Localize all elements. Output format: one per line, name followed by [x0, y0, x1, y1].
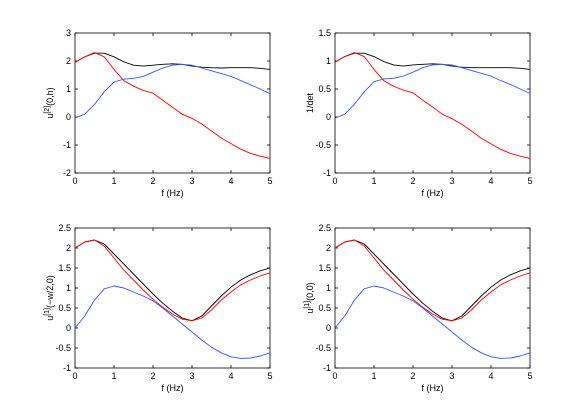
y-tick-label: -1: [323, 168, 331, 178]
chart-panel-3: 0 1 2 3 4 5 -1 -0.5 0 0.5 1 1.5 2 2.5 f (Hz) u[1](−w/2,…: [44, 223, 273, 393]
y-tick-label: -0.5: [55, 343, 71, 353]
series-line-3: [334, 285, 531, 359]
x-tick-label: 5: [267, 176, 272, 186]
series-line-1: [74, 239, 271, 322]
series-line-3: [334, 63, 531, 119]
x-tick-label: 3: [189, 371, 194, 381]
y-tick-label: 1: [66, 84, 71, 94]
y-tick-label: -0.5: [315, 140, 331, 150]
x-axis-label: f (Hz): [162, 383, 184, 393]
y-axis-label: 1/det: [305, 92, 315, 113]
plot-area: [334, 32, 531, 174]
x-tick-label: 3: [189, 176, 194, 186]
x-tick-label: 2: [410, 371, 415, 381]
y-tick-label: 1.5: [318, 28, 331, 38]
series-line-2: [334, 52, 531, 159]
x-tick-label: 2: [150, 371, 155, 381]
plot-area: [74, 32, 271, 174]
y-tick-label: 2.5: [318, 223, 331, 233]
x-tick-label: 2: [150, 176, 155, 186]
series-line-1: [74, 52, 271, 70]
series-line-2: [74, 52, 271, 159]
chart-panel-4: 0 1 2 3 4 5 -1 -0.5 0 0.5 1 1.5 2 2.5 f (Hz) u[1](0,0): [304, 223, 533, 393]
y-tick-label: 2: [66, 56, 71, 66]
x-tick-label: 3: [449, 176, 454, 186]
series-line-1: [334, 239, 531, 322]
x-tick-label: 1: [371, 176, 376, 186]
y-axis-label: u[1](0,0): [304, 282, 315, 313]
x-tick-label: 4: [228, 371, 233, 381]
y-tick-label: 0: [326, 112, 331, 122]
x-axis-label: f (Hz): [162, 188, 184, 198]
y-tick-label: 0: [66, 112, 71, 122]
x-tick-label: 0: [332, 176, 337, 186]
y-tick-label: 0: [326, 323, 331, 333]
y-tick-label: 1.5: [318, 263, 331, 273]
series-line-2: [74, 239, 271, 322]
y-tick-label: 0.5: [318, 303, 331, 313]
y-tick-label: 0.5: [318, 84, 331, 94]
series-line-2: [334, 239, 531, 322]
y-axis-label: u[2](0,h): [44, 87, 55, 118]
x-tick-label: 0: [332, 371, 337, 381]
y-tick-label: 3: [66, 28, 71, 38]
y-tick-label: 2.5: [58, 223, 71, 233]
y-tick-label: -2: [63, 168, 71, 178]
x-tick-label: 1: [111, 371, 116, 381]
y-tick-label: -1: [323, 363, 331, 373]
x-tick-label: 3: [449, 371, 454, 381]
y-tick-label: 1: [326, 283, 331, 293]
x-tick-label: 4: [488, 176, 493, 186]
x-tick-label: 5: [267, 371, 272, 381]
y-tick-label: 0.5: [58, 303, 71, 313]
y-tick-label: 1: [66, 283, 71, 293]
y-tick-label: -0.5: [315, 343, 331, 353]
y-tick-label: 2: [66, 243, 71, 253]
chart-panel-2: 0 1 2 3 4 5 -1 -0.5 0 0.5 1 1.5 f (Hz) 1/det: [305, 28, 533, 198]
y-tick-label: 0: [66, 323, 71, 333]
series-line-3: [74, 285, 271, 359]
x-tick-label: 5: [527, 371, 532, 381]
chart-panel-1: 0 1 2 3 4 5 -2 -1 0 1 2 3 f (Hz) u[2](0,h): [44, 28, 273, 198]
series-line-3: [74, 63, 271, 119]
x-tick-label: 0: [72, 176, 77, 186]
x-tick-label: 0: [72, 371, 77, 381]
y-tick-label: -1: [63, 363, 71, 373]
x-tick-label: 5: [527, 176, 532, 186]
y-tick-label: 1.5: [58, 263, 71, 273]
x-tick-label: 2: [410, 176, 415, 186]
y-tick-label: -1: [63, 140, 71, 150]
x-axis-label: f (Hz): [422, 188, 444, 198]
y-tick-label: 1: [326, 56, 331, 66]
x-tick-label: 1: [371, 371, 376, 381]
plot-area: [334, 227, 531, 369]
plot-area: [74, 227, 271, 369]
y-tick-label: 2: [326, 243, 331, 253]
x-axis-label: f (Hz): [422, 383, 444, 393]
series-line-1: [334, 52, 531, 70]
x-tick-label: 4: [228, 176, 233, 186]
y-axis-label: u[1](−w/2,0): [44, 275, 55, 321]
x-tick-label: 1: [111, 176, 116, 186]
x-tick-label: 4: [488, 371, 493, 381]
